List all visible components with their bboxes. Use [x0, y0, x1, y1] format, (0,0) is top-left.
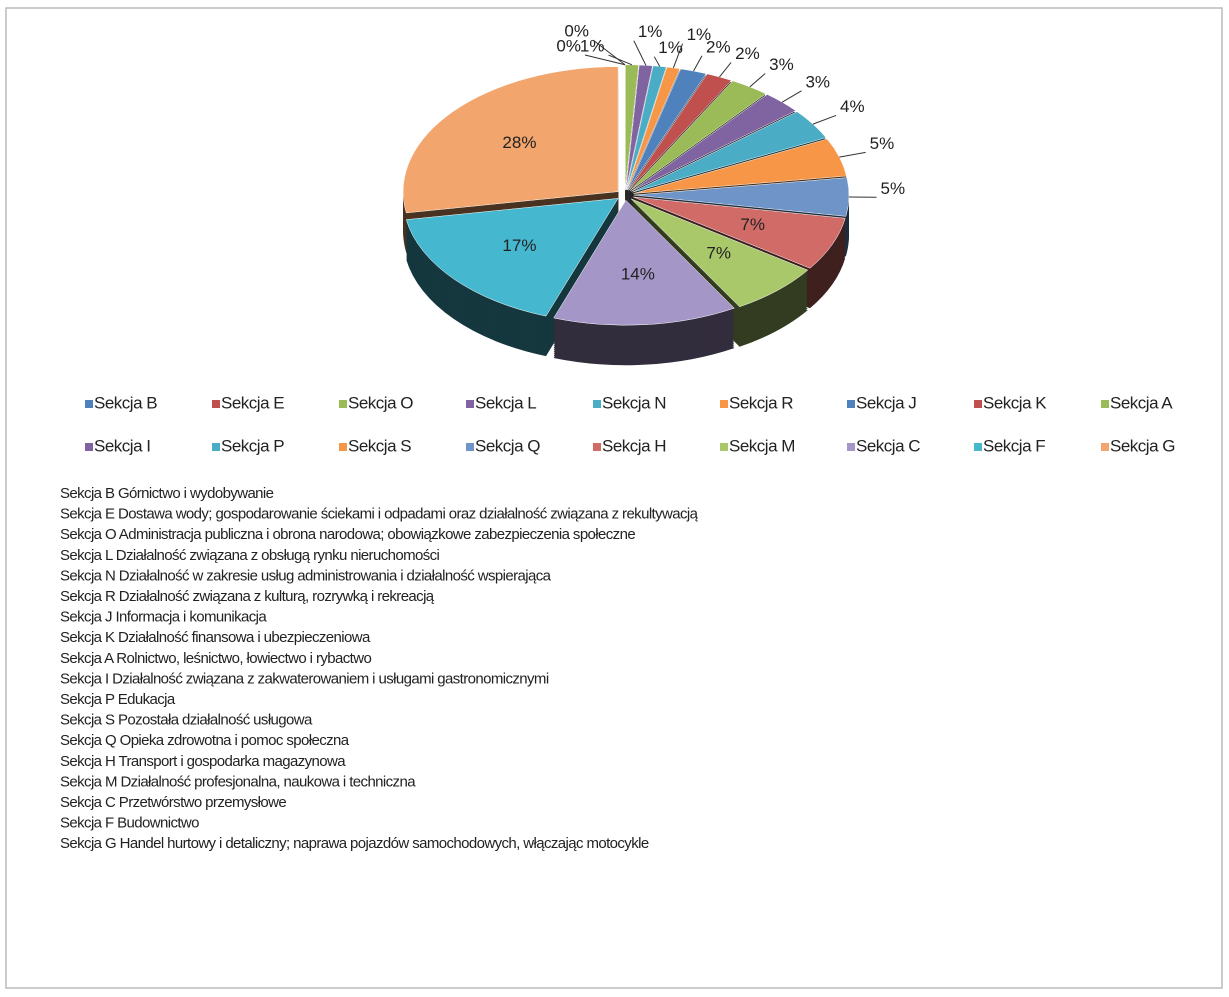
note: Sekcja A Rolnictwo, leśnictwo, łowiectwo… — [60, 650, 371, 667]
note: Sekcja K Działalność finansowa i ubezpie… — [60, 629, 371, 646]
slice — [626, 66, 681, 190]
note: Sekcja C Przetwórstwo przemysłowe — [60, 794, 286, 811]
legend-label: Sekcja M — [729, 436, 795, 455]
legend-swatch — [593, 443, 601, 451]
data-label: 1% — [580, 37, 605, 56]
legend-swatch — [466, 400, 474, 408]
legend-swatch — [85, 400, 93, 408]
leader-line — [633, 40, 647, 66]
leader-line — [781, 90, 802, 103]
legend-label: Sekcja R — [729, 393, 793, 412]
leader-line — [653, 56, 661, 67]
legend-label: Sekcja Q — [475, 436, 540, 455]
note: Sekcja G Handel hurtowy i detaliczny; na… — [60, 835, 649, 852]
legend-label: Sekcja K — [983, 393, 1047, 412]
slice — [625, 64, 653, 190]
data-label: 7% — [740, 215, 765, 234]
leader-line — [592, 39, 626, 66]
frame — [5, 7, 1223, 989]
data-label: 5% — [881, 179, 906, 198]
slice — [633, 196, 846, 269]
data-label: 2% — [735, 44, 760, 63]
legend-label: Sekcja I — [94, 436, 150, 455]
note: Sekcja E Dostawa wody; gospodarowanie śc… — [60, 506, 699, 523]
legend-label: Sekcja B — [94, 393, 157, 412]
legend-swatch — [720, 443, 728, 451]
legend-swatch — [1101, 400, 1109, 408]
legend-swatch — [847, 443, 855, 451]
legend-label: Sekcja H — [602, 436, 666, 455]
legend-label: Sekcja S — [348, 436, 411, 455]
data-label: 4% — [840, 97, 865, 116]
legend-label: Sekcja L — [475, 393, 536, 412]
data-label: 1% — [687, 25, 712, 44]
note: Sekcja R Działalność związana z kulturą,… — [60, 588, 435, 605]
legend-label: Sekcja E — [221, 393, 284, 412]
data-label: 1% — [638, 22, 663, 41]
legend-swatch — [847, 400, 855, 408]
data-label: 3% — [769, 55, 794, 74]
legend-swatch — [974, 400, 982, 408]
legend-label: Sekcja O — [348, 393, 413, 412]
legend-swatch — [593, 400, 601, 408]
legend-swatch — [720, 400, 728, 408]
note: Sekcja F Budownictwo — [60, 815, 199, 832]
legend-label: Sekcja F — [983, 436, 1045, 455]
leader-line — [672, 43, 684, 69]
note: Sekcja Q Opieka zdrowotna i pomoc społec… — [60, 732, 350, 749]
data-label: 3% — [805, 72, 830, 91]
leader-line — [719, 62, 732, 78]
legend-swatch — [85, 443, 93, 451]
note: Sekcja B Górnictwo i wydobywanie — [60, 485, 274, 502]
data-label: 28% — [502, 133, 536, 152]
data-label: 14% — [621, 264, 655, 283]
slice — [553, 199, 735, 326]
legend-swatch — [974, 443, 982, 451]
slice — [633, 177, 850, 217]
slice — [633, 138, 847, 194]
data-label: 0% — [556, 36, 581, 55]
note: Sekcja N Działalność w zakresie usług ad… — [60, 567, 552, 584]
note: Sekcja P Edukacja — [60, 691, 176, 708]
legend-label: Sekcja A — [1110, 393, 1173, 412]
legend-label: Sekcja P — [221, 436, 284, 455]
note: Sekcja H Transport i gospodarka magazyno… — [60, 753, 346, 770]
legend-swatch — [1101, 443, 1109, 451]
slice — [627, 68, 707, 191]
leader-line — [812, 114, 837, 125]
legend-swatch — [466, 443, 474, 451]
legend-swatch — [212, 443, 220, 451]
note: Sekcja I Działalność związana z zakwater… — [60, 670, 549, 687]
legend-swatch — [339, 443, 347, 451]
note: Sekcja O Administracja publiczna i obron… — [60, 526, 635, 543]
leader-line — [584, 54, 626, 66]
data-label: 0% — [564, 21, 589, 40]
legend-label: Sekcja N — [602, 393, 666, 412]
data-label: 5% — [870, 134, 895, 153]
legend-label: Sekcja G — [1110, 436, 1175, 455]
slice — [630, 198, 809, 308]
leader-line — [608, 54, 633, 66]
leader-line — [749, 73, 766, 88]
note: Sekcja S Pozostała działalność usługowa — [60, 712, 313, 729]
note: Sekcja M Działalność profesjonalna, nauk… — [60, 773, 416, 790]
data-label: 17% — [502, 236, 536, 255]
slice — [632, 111, 827, 193]
note: Sekcja J Informacja i komunikacja — [60, 609, 267, 626]
leader-line — [839, 151, 866, 158]
legend-swatch — [339, 400, 347, 408]
slice — [405, 198, 619, 317]
leader-line — [693, 55, 703, 72]
slice — [402, 66, 619, 214]
data-label: 1% — [658, 38, 683, 57]
legend-swatch — [212, 400, 220, 408]
note: Sekcja L Działalność związana z obsługą … — [60, 547, 440, 564]
legend-label: Sekcja J — [856, 393, 916, 412]
data-label: 7% — [706, 243, 731, 262]
data-label: 2% — [706, 37, 731, 56]
legend-label: Sekcja C — [856, 436, 920, 455]
